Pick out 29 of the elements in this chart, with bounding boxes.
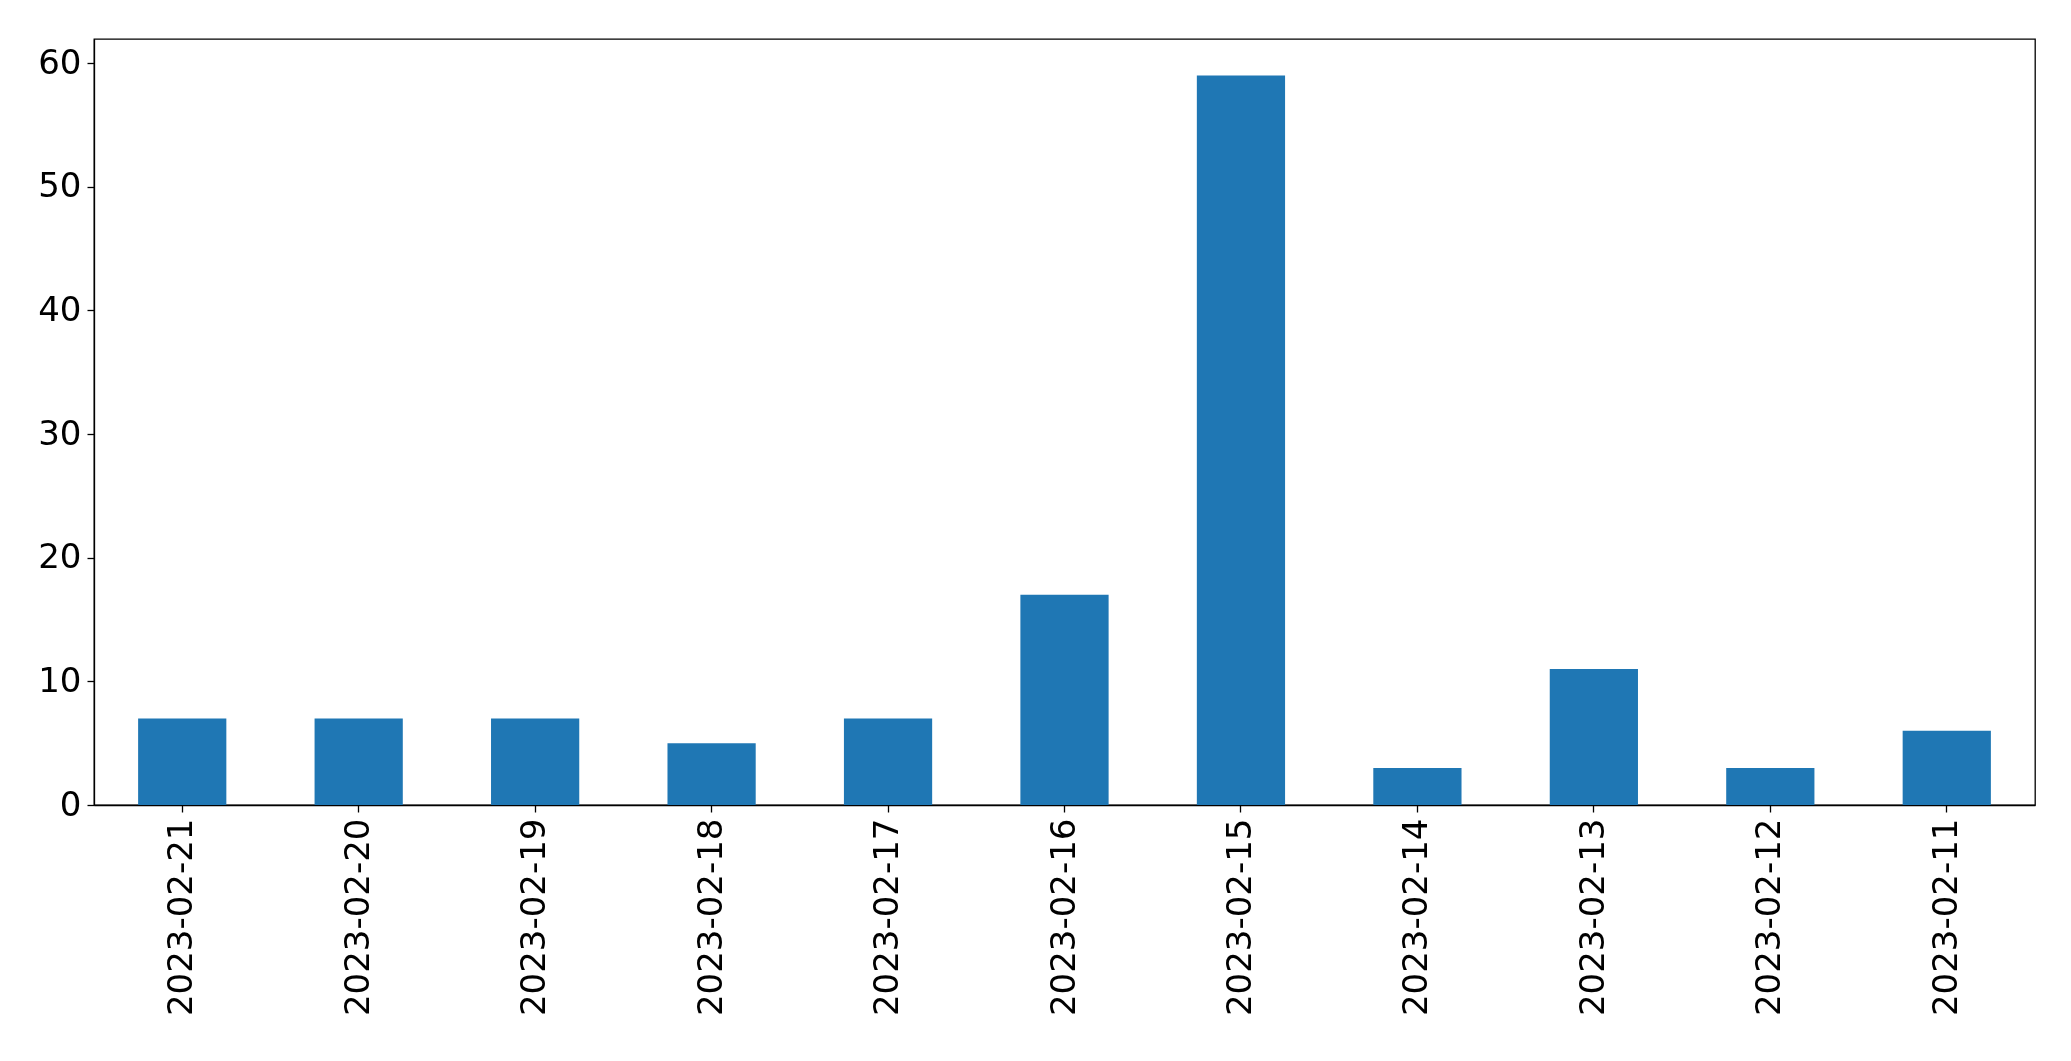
bar: [491, 718, 580, 805]
x-tick-label: 2023-02-19: [513, 818, 554, 1017]
y-tick-label: 50: [38, 165, 82, 206]
bar: [667, 743, 756, 805]
x-tick-label: 2023-02-14: [1395, 818, 1436, 1017]
bar: [314, 718, 403, 805]
y-tick-label: 60: [38, 41, 82, 82]
bar: [1902, 730, 1991, 805]
x-tick-label: 2023-02-20: [336, 818, 377, 1017]
x-tick-label: 2023-02-11: [1924, 818, 1965, 1017]
y-tick-label: 10: [38, 659, 82, 700]
bar: [1549, 668, 1638, 805]
bar: [138, 718, 227, 805]
x-tick-label: 2023-02-18: [689, 818, 730, 1017]
bar: [1020, 594, 1109, 805]
y-tick-label: 40: [38, 288, 82, 329]
x-tick-label: 2023-02-17: [866, 818, 907, 1017]
y-tick-label: 20: [38, 536, 82, 577]
bar: [1726, 767, 1815, 805]
x-tick-label: 2023-02-16: [1042, 818, 1083, 1017]
x-tick-label: 2023-02-15: [1218, 818, 1259, 1017]
x-tick-label: 2023-02-12: [1748, 818, 1789, 1017]
x-tick-label: 2023-02-21: [160, 818, 201, 1017]
x-tick-label: 2023-02-13: [1571, 818, 1612, 1017]
bar: [843, 718, 933, 805]
y-tick-label: 0: [59, 783, 82, 824]
bar: [1373, 767, 1462, 805]
bar: [1196, 75, 1286, 805]
y-tick-label: 30: [38, 412, 82, 453]
